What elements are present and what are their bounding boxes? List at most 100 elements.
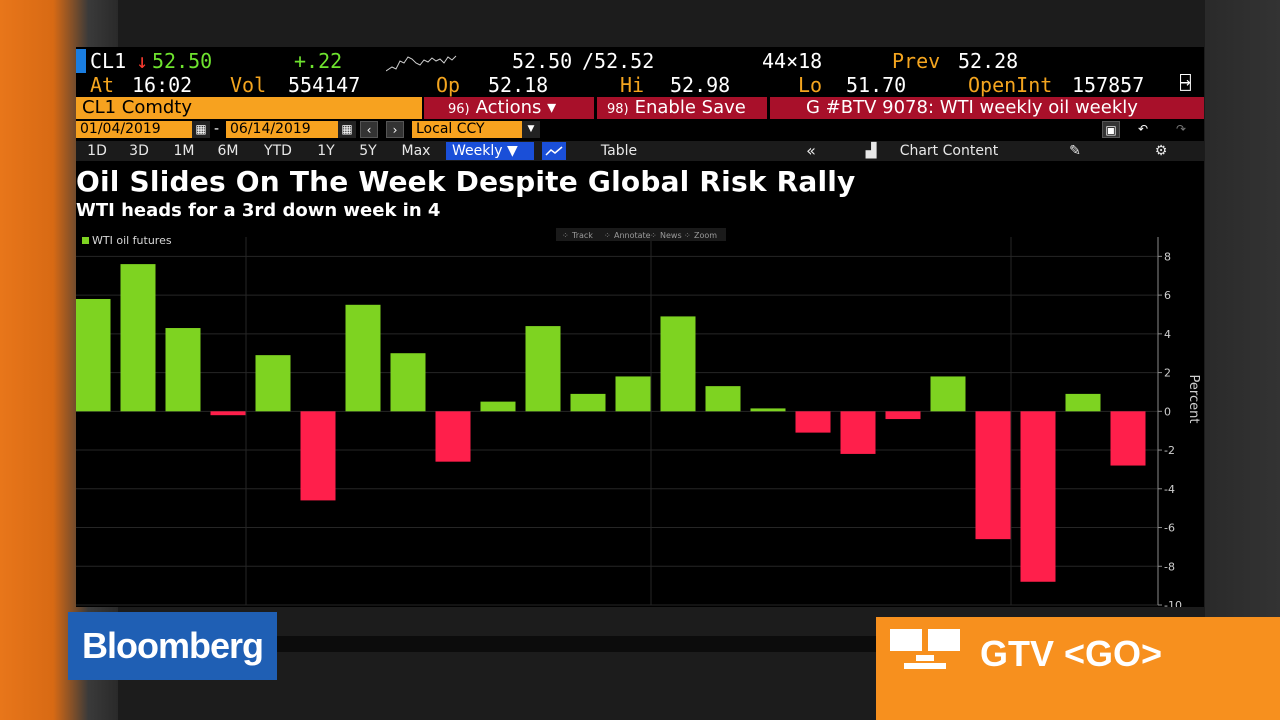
background-right [1205,0,1280,720]
bar [210,411,246,416]
gtv-go-label: GTV <GO> [980,633,1163,674]
export-icon[interactable]: ⍈ [1180,73,1191,94]
bloomberg-terminal-window: CL1 ↓ 52.50 +.22 52.50 /52.52 44×18 Prev… [76,47,1204,607]
zoom-tool[interactable]: Zoom [694,231,717,240]
annotate-tool[interactable]: Annotate [614,231,651,240]
enable-save-number: 98) [607,102,629,117]
high-value: 52.98 [670,73,731,97]
redo-icon[interactable]: ↷ [1172,121,1190,138]
calendar-icon[interactable]: ▦ [192,121,210,138]
collapse-icon[interactable]: « [806,141,816,160]
actions-number: 96) [448,102,470,117]
bar [750,408,786,412]
track-tool[interactable]: Track [571,231,593,240]
last-price: 52.50 [152,49,213,73]
period-6m[interactable]: 6M [217,143,239,159]
legend-label: WTI oil futures [92,234,172,247]
security-field[interactable]: CL1 Comdty [76,97,422,119]
bar [795,411,831,433]
y-tick-label: -4 [1164,483,1175,496]
frequency-select[interactable]: Weekly ▼ [446,142,534,160]
period-1m[interactable]: 1M [173,143,195,159]
bid-price: 52.50 [512,49,573,73]
y-tick-label: 2 [1164,367,1171,380]
line-chart-icon[interactable] [542,142,566,160]
bar [255,355,291,412]
prev-value: 52.28 [958,49,1019,73]
y-tick-label: -8 [1164,560,1175,573]
ticker-marker [76,49,86,73]
end-date-field[interactable]: 06/14/2019 [226,121,342,138]
bar [165,328,201,412]
undo-icon[interactable]: ↶ [1134,121,1152,138]
chart-name[interactable]: G #BTV 9078: WTI weekly oil weekly [770,97,1204,119]
display-icon[interactable]: ▣ [1102,121,1120,138]
legend-swatch [82,237,89,244]
enable-save-label: Enable Save [634,97,746,118]
y-tick-label: -6 [1164,522,1175,535]
down-arrow-icon: ↓ [136,49,149,73]
table-button[interactable]: Table [600,143,638,159]
at-label: At [90,73,115,97]
bar [705,386,741,412]
bar [480,401,516,412]
bar [975,411,1011,540]
bar [1110,411,1146,466]
period-1d[interactable]: 1D [87,143,107,159]
bar [1020,411,1056,582]
low-label: Lo [798,73,823,97]
date-separator: - [214,121,220,137]
bar [570,393,606,412]
bid-ask-size: 44×18 [762,49,823,73]
net-change: +.22 [294,49,343,73]
period-bar: 1D 3D 1M 6M YTD 1Y 5Y Max Weekly ▼ Table… [76,141,1204,161]
y-axis-label: Percent [1186,375,1201,424]
track-tool-icon[interactable]: ⁘ [562,231,569,240]
y-tick-label: 8 [1164,250,1171,263]
chart-content-button[interactable]: Chart Content [899,143,999,159]
chart-subtitle: WTI heads for a 3rd down week in 4 [76,200,441,221]
calendar-icon[interactable]: ▦ [338,121,356,138]
news-tool-icon[interactable]: ⁘ [650,231,657,240]
period-ytd[interactable]: YTD [264,143,292,159]
bar [435,411,471,462]
chevron-down-icon[interactable]: ▼ [522,121,540,138]
monitors-icon [890,629,960,669]
ask-price: /52.52 [582,49,655,73]
open-value: 52.18 [488,73,549,97]
settings-gear-icon[interactable]: ⚙ [1154,143,1168,159]
chart-toolbar: ⁘ Track ⁘ Annotate ⁘ News ⁘ Zoom [556,228,726,241]
security-bar: CL1 Comdty 96) Actions ▾ 98) Enable Save G… [76,97,1204,119]
chevron-left-icon[interactable]: ‹ [360,121,378,138]
y-tick-label: -10 [1164,599,1182,607]
legend: WTI oil futures [82,234,172,247]
vol-label: Vol [230,73,267,97]
bar [930,376,966,412]
y-tick-label: 6 [1164,289,1171,302]
period-max[interactable]: Max [401,143,431,159]
quote-header-row-1: CL1 ↓ 52.50 +.22 52.50 /52.52 44×18 Prev… [76,49,1204,73]
enable-save-button[interactable]: 98) Enable Save [597,97,767,119]
bar [840,411,876,454]
period-1y[interactable]: 1Y [317,143,335,159]
ticker[interactable]: CL1 [90,49,127,73]
edit-icon[interactable]: ✎ [1069,143,1081,159]
actions-button[interactable]: 96) Actions ▾ [424,97,594,119]
currency-select[interactable]: Local CCY [412,121,524,138]
sparkline-icon [386,55,457,72]
zoom-tool-icon[interactable]: ⁘ [684,231,691,240]
period-5y[interactable]: 5Y [359,143,377,159]
period-3d[interactable]: 3D [129,143,149,159]
annotate-tool-icon[interactable]: ⁘ [604,231,611,240]
quote-header-row-2: At 16:02 Vol 554147 Op 52.18 Hi 52.98 Lo… [76,73,1204,97]
bar [660,316,696,412]
at-value: 16:02 [132,73,193,97]
y-tick-label: -2 [1164,444,1175,457]
chevron-right-icon[interactable]: › [386,121,404,138]
actions-label: Actions ▾ [475,97,557,118]
news-tool[interactable]: News [660,231,682,240]
bar [345,304,381,412]
start-date-field[interactable]: 01/04/2019 [76,121,192,138]
bar [525,326,561,412]
